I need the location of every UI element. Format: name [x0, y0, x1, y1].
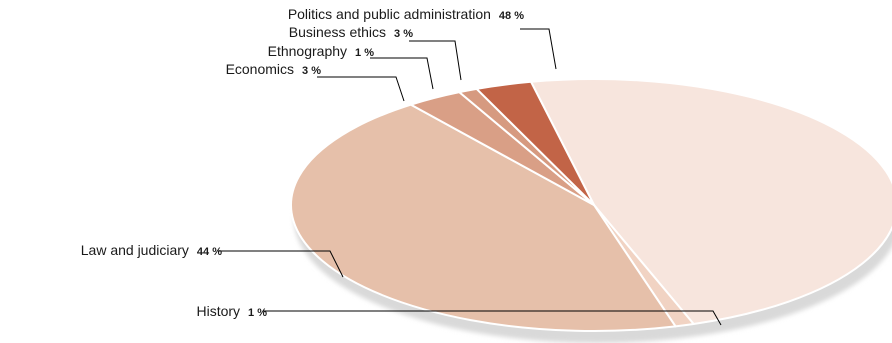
slice-label-name: Business ethics	[289, 24, 386, 40]
slice-label-name: Politics and public administration	[288, 6, 491, 22]
slice-label-4: Economics 3 %	[226, 61, 322, 77]
slice-label-value: 48 %	[499, 10, 524, 22]
slice-label-value: 3 %	[302, 65, 321, 77]
slice-label-value: 3 %	[394, 28, 413, 40]
slice-label-name: Law and judiciary	[81, 242, 189, 258]
slice-label-value: 1 %	[248, 307, 267, 319]
slice-label-name: Economics	[226, 61, 294, 77]
slice-label-6: Business ethics 3 %	[289, 24, 413, 40]
slice-label-value: 44 %	[197, 246, 222, 258]
pie-slice-3	[290, 103, 677, 332]
slice-label-5: Ethnography 1 %	[268, 43, 375, 59]
leader-line-5	[370, 57, 434, 90]
slice-label-3: Law and judiciary 44 %	[81, 242, 222, 258]
leader-line-6	[409, 40, 462, 81]
pie-slice-6	[475, 80, 595, 206]
slice-label-name: History	[196, 303, 240, 319]
slice-label-value: 1 %	[355, 47, 374, 59]
slice-label-name: Ethnography	[268, 43, 347, 59]
slice-label-1: Politics and public administration 48 %	[288, 6, 524, 22]
leader-line-4	[317, 76, 405, 102]
leader-line-3	[218, 250, 344, 278]
pie-slice-1	[530, 78, 892, 325]
leader-line-1	[520, 28, 557, 70]
leader-line-2	[263, 310, 722, 326]
slice-label-2: History 1 %	[196, 303, 267, 319]
